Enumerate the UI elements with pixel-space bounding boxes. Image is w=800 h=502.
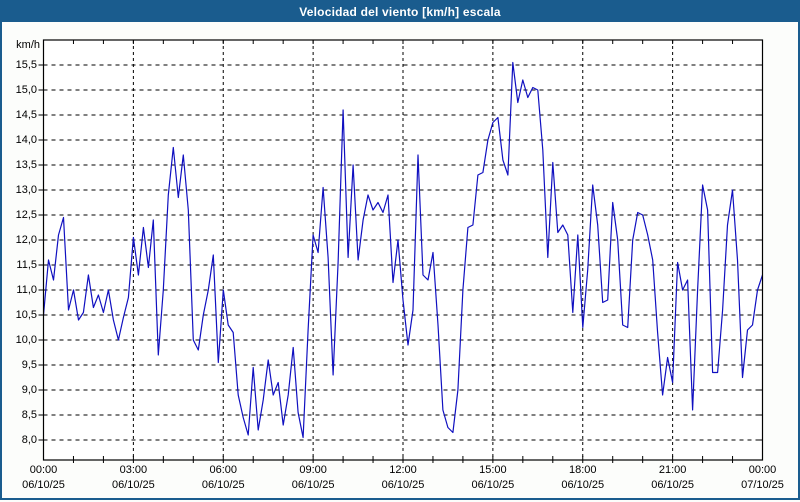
x-axis-time-label: 09:00 [299, 464, 327, 476]
y-axis-tick-label: 12,5 [15, 208, 37, 221]
y-axis-tick-label: 11,5 [16, 258, 37, 271]
window-title-bar: Velocidad del viento [km/h] escala [2, 2, 798, 22]
x-axis-time-label: 18:00 [568, 464, 597, 476]
x-axis-date-label: 07/10/25 [741, 479, 784, 491]
y-axis-tick-label: 14,0 [15, 133, 37, 146]
y-axis-tick-label: 14,5 [15, 108, 37, 121]
plot-frame [42, 39, 764, 461]
y-axis-tick-label: 10,0 [15, 333, 37, 346]
x-axis-date-label: 06/10/25 [111, 479, 155, 491]
y-axis-tick-label: 9,5 [21, 358, 37, 371]
x-axis-time-label: 06:00 [209, 464, 238, 476]
x-axis-time-label: 21:00 [658, 464, 687, 476]
x-axis-time-label: 00:00 [748, 464, 777, 476]
y-axis-unit-label: km/h [16, 39, 40, 51]
x-axis-time-label: 03:00 [119, 464, 148, 476]
y-axis-tick-label: 8,5 [21, 408, 37, 421]
y-axis-tick-label: 13,5 [15, 158, 37, 171]
x-axis-date-label: 06/10/25 [471, 479, 515, 491]
x-axis-date-label: 06/10/25 [291, 479, 335, 491]
chart-title: Velocidad del viento [km/h] escala [299, 5, 501, 19]
x-axis-time-label: 00:00 [29, 464, 58, 476]
y-axis-tick-label: 12,0 [15, 233, 37, 246]
y-axis-tick-label: 15,5 [15, 58, 37, 71]
wind-speed-line [42, 61, 764, 439]
x-axis-date-label: 06/10/25 [381, 479, 425, 491]
x-axis-time-label: 15:00 [479, 464, 507, 476]
y-axis-tick-label: 9,0 [21, 383, 37, 396]
y-axis-tick-label: 13,0 [15, 183, 37, 196]
x-axis-date-label: 06/10/25 [651, 479, 695, 491]
x-axis-date-label: 06/10/25 [201, 479, 245, 491]
x-axis-date-label: 06/10/25 [561, 479, 605, 491]
x-axis-date-label: 06/10/25 [22, 479, 65, 491]
y-axis-tick-label: 11,0 [16, 283, 37, 296]
y-axis-tick-label: 8,0 [21, 433, 37, 446]
x-axis-time-label: 12:00 [389, 464, 417, 476]
y-axis-tick-label: 10,5 [15, 308, 37, 321]
y-axis-tick-label: 15,0 [15, 83, 37, 96]
